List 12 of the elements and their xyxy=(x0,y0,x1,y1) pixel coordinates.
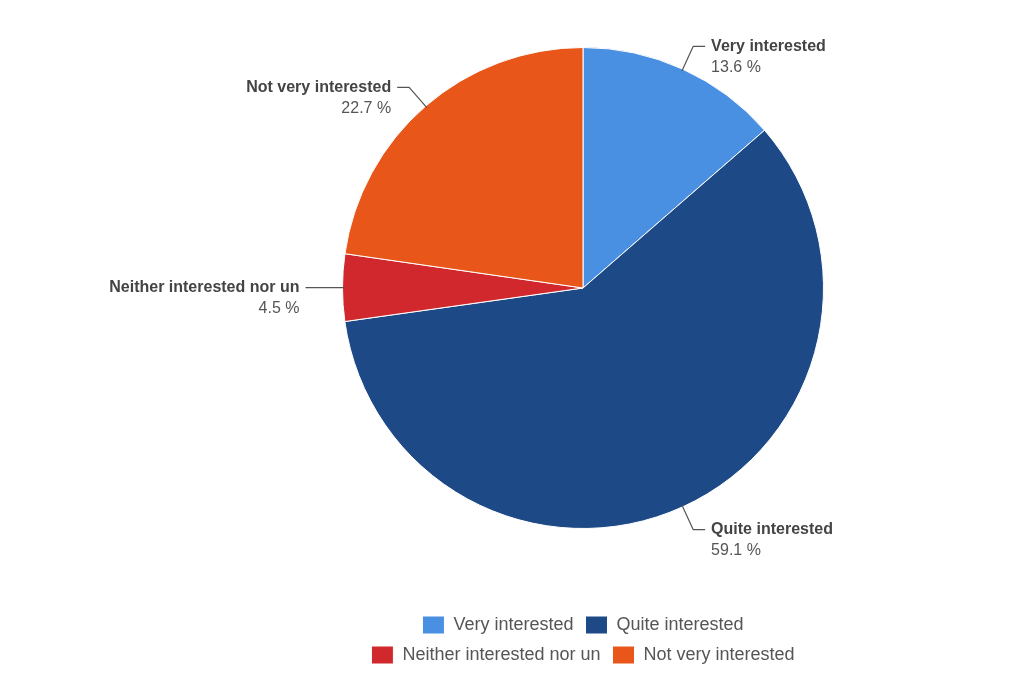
slice-label: Neither interested nor un xyxy=(109,277,300,295)
legend-label: Neither interested nor un xyxy=(402,643,601,664)
slice-label: Not very interested xyxy=(246,77,392,95)
data-label: 59.1 % xyxy=(711,540,761,558)
data-label: 13.6 % xyxy=(711,57,761,75)
legend-label: Very interested xyxy=(453,613,574,634)
data-label: 4.5 % xyxy=(258,298,300,316)
slice-label: Very interested xyxy=(711,36,826,54)
data-label: 22.7 % xyxy=(341,98,392,116)
slice-label: Quite interested xyxy=(711,519,833,537)
legend-label: Quite interested xyxy=(616,613,744,634)
legend-label: Not very interested xyxy=(643,643,795,664)
